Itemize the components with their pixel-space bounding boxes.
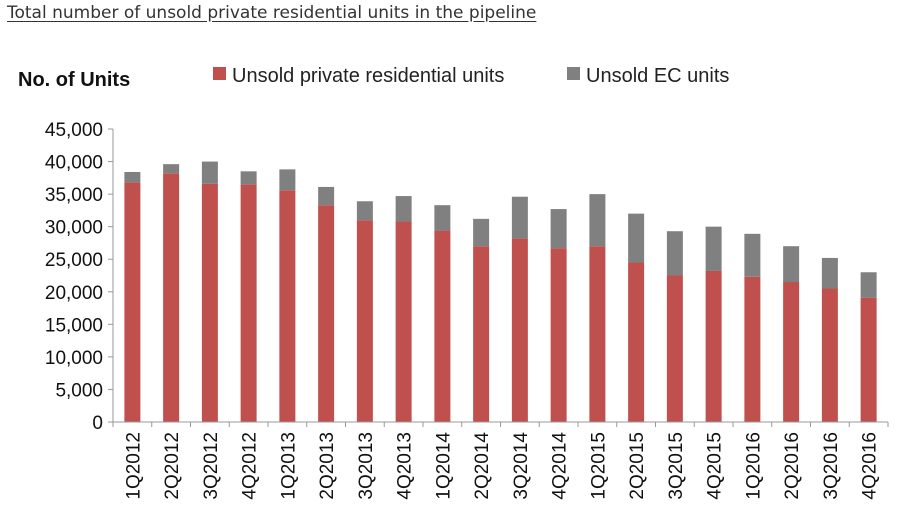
x-axis: 1Q2012 2Q2012 3Q2012 4Q2012 1Q2013 2Q2013 3Q20… [112,421,889,500]
bar-ec-units [201,161,218,184]
y-tick-label: 5,000 [55,380,103,401]
bar-ec-units [279,169,296,191]
y-tick-label: 20,000 [45,283,103,304]
y-tick-label: 45,000 [45,120,103,141]
y-tick-label: 30,000 [45,218,103,239]
x-tick-label: 4Q2016 [860,432,881,500]
bar-private-units [550,248,567,422]
legend: Unsold private residential units Unsold … [213,65,729,87]
y-axis: 0 5,000 10,000 15,000 20,000 25,000 30,000 35,0… [45,120,114,434]
bar-private-units [279,190,296,422]
bar-private-units [240,184,257,422]
x-tick-label: 1Q2016 [743,432,764,500]
bar-ec-units [124,171,141,183]
bar-private-units [821,288,838,422]
chart-caption: Total number of unsold private residenti… [7,3,537,23]
y-tick-label: 35,000 [45,185,103,206]
bar-ec-units [240,171,257,185]
bar-ec-units [550,209,567,249]
legend-label-ec: Unsold EC units [586,65,729,87]
x-tick-label: 4Q2014 [550,432,571,500]
x-tick-label: 4Q2012 [240,432,261,500]
x-tick-label: 1Q2013 [278,432,299,500]
x-tick-label: 3Q2016 [821,432,842,500]
x-tick-label: 1Q2015 [588,432,609,500]
bar-ec-units [628,213,645,263]
bar-ec-units [434,205,451,231]
x-tick-label: 1Q2014 [433,432,454,500]
bar-ec-units [705,226,722,271]
bar-ec-units [783,246,800,283]
bar-ec-units [318,186,335,206]
bar-private-units [860,297,877,422]
bar-ec-units [821,257,838,289]
bar-private-units [783,282,800,422]
y-tick-label: 25,000 [45,250,103,271]
bar-ec-units [860,272,877,298]
bar-private-units [201,183,218,422]
bars [124,161,877,422]
bar-ec-units [163,164,180,174]
bar-private-units [356,220,373,422]
bar-ec-units [395,196,412,222]
bar-private-units [124,182,141,422]
x-tick-label: 1Q2012 [123,432,144,500]
x-tick-label: 3Q2014 [511,432,532,500]
legend-swatch-private [213,67,226,80]
x-tick-label: 3Q2013 [356,432,377,500]
y-tick-label: 10,000 [45,348,103,369]
bar-private-units [318,205,335,422]
x-tick-label: 2Q2012 [162,432,183,500]
bar-ec-units [473,218,490,247]
bar-private-units [473,246,490,422]
bar-ec-units [589,194,606,247]
bar-private-units [666,275,683,422]
y-tick-label: 40,000 [45,153,103,174]
x-tick-label: 2Q2013 [317,432,338,500]
bar-ec-units [744,233,761,277]
bar-private-units [511,238,528,422]
legend-swatch-ec [567,67,580,80]
x-tick-label: 3Q2012 [201,432,222,500]
y-tick-label: 0 [92,413,103,434]
bar-private-units [434,230,451,422]
bar-private-units [163,173,180,422]
bar-private-units [628,262,645,422]
bar-private-units [744,276,761,422]
bar-ec-units [666,231,683,276]
y-axis-title: No. of Units [18,69,130,91]
x-tick-label: 2Q2016 [782,432,803,500]
bar-private-units [705,270,722,422]
x-tick-label: 4Q2013 [395,432,416,500]
legend-label-private: Unsold private residential units [232,65,504,87]
x-tick-label: 3Q2015 [666,432,687,500]
bar-private-units [395,221,412,422]
bar-private-units [589,246,606,422]
x-tick-label: 2Q2015 [627,432,648,500]
x-tick-label: 2Q2014 [472,432,493,500]
x-tick-label: 4Q2015 [705,432,726,500]
bar-ec-units [356,201,373,221]
bar-ec-units [511,196,528,239]
y-tick-label: 15,000 [45,315,103,336]
